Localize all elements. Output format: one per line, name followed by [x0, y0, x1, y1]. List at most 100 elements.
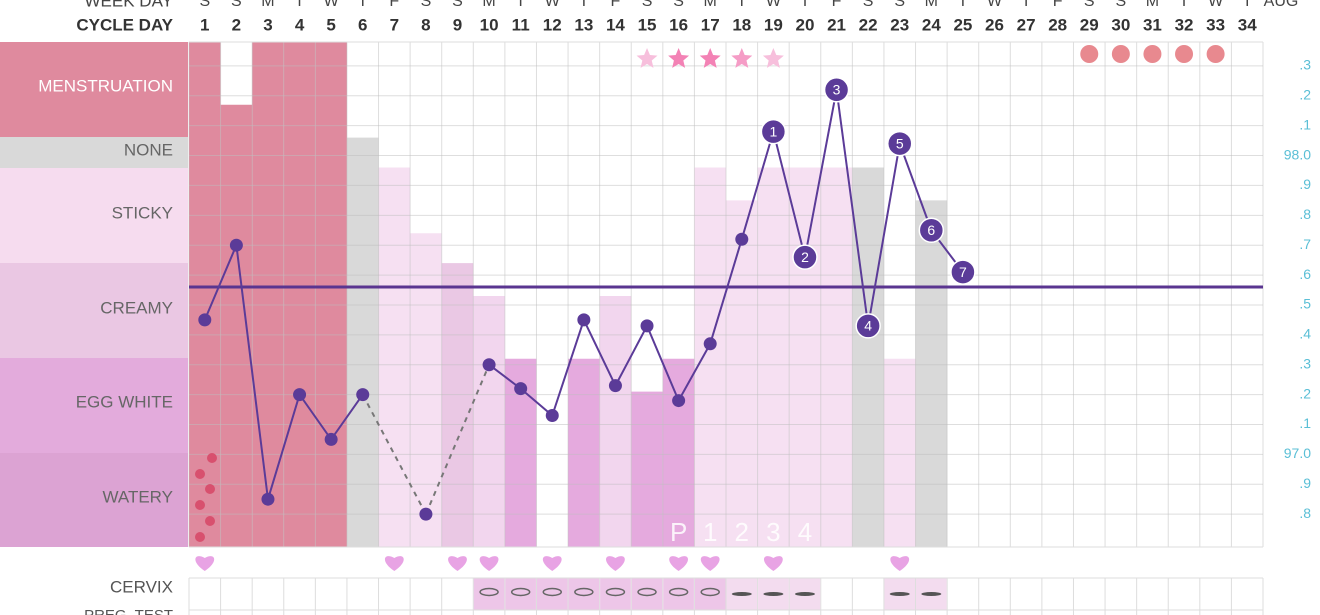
- cycle-day: 10: [480, 15, 499, 34]
- y-tick-label: .3: [1299, 355, 1311, 371]
- intercourse-heart: [669, 556, 689, 571]
- fluid-bar: [757, 167, 790, 547]
- symptom-star: [636, 48, 658, 68]
- cycle-day: 17: [701, 15, 720, 34]
- fluid-bar: [852, 167, 884, 547]
- symptom-circle: [1175, 45, 1194, 63]
- cycle-day: 2: [232, 15, 241, 34]
- cycle-day-label: CYCLE DAY: [76, 15, 173, 34]
- cervix-open: [700, 587, 720, 597]
- intercourse-heart: [890, 556, 910, 571]
- y-tick-label: .8: [1299, 206, 1311, 222]
- fluid-label: EGG WHITE: [76, 392, 173, 411]
- cycle-day: 21: [827, 15, 846, 34]
- temperature-point: [703, 337, 717, 351]
- week-day: M: [925, 0, 938, 10]
- week-day: M: [704, 0, 717, 10]
- temperature-point: [577, 313, 591, 327]
- symptom-circle: [1143, 45, 1162, 63]
- fluid-bar: [820, 167, 853, 547]
- temperature-point: [356, 388, 370, 402]
- fluid-bar: [441, 263, 474, 547]
- temperature-point: [672, 394, 686, 408]
- spotting-dot: [195, 532, 205, 542]
- y-tick-label: .9: [1299, 176, 1311, 192]
- temperature-point: [545, 409, 559, 423]
- cycle-day: 29: [1080, 15, 1099, 34]
- cycle-day: 30: [1111, 15, 1130, 34]
- cycle-day: 25: [953, 15, 972, 34]
- y-tick-label: .8: [1299, 505, 1311, 521]
- cervix-open: [605, 587, 626, 597]
- week-day: S: [642, 0, 653, 10]
- week-day: T: [579, 0, 589, 10]
- y-tick-label: .6: [1299, 266, 1311, 282]
- temperature-point: [229, 238, 243, 252]
- band-sticky: [0, 168, 188, 263]
- y-tick-label: .2: [1299, 86, 1311, 102]
- intercourse-heart: [479, 556, 499, 571]
- cycle-day: 33: [1206, 15, 1225, 34]
- fluid-bar: [315, 42, 347, 547]
- week-day: M: [261, 0, 274, 10]
- fluid-bar: [283, 42, 316, 547]
- week-day: M: [1146, 0, 1159, 10]
- cervix-closed: [794, 592, 815, 596]
- fluid-bar: [662, 358, 695, 547]
- band-creamy: [0, 263, 188, 358]
- week-day: S: [231, 0, 242, 10]
- fluid-bar: [915, 200, 948, 547]
- temperature-point: [261, 492, 275, 506]
- temperature-point: [760, 118, 787, 145]
- cervix-cell: [694, 578, 726, 610]
- y-tick-label: .5: [1299, 296, 1311, 312]
- symptom-circle: [1206, 45, 1225, 63]
- week-day: T: [958, 0, 968, 10]
- band-watery: [0, 453, 188, 547]
- temperature-point: [823, 77, 850, 103]
- temperature-point: [608, 379, 622, 393]
- week-day: F: [1053, 0, 1063, 10]
- week-day: T: [1242, 0, 1252, 10]
- week-day: T: [295, 0, 305, 10]
- temperature-point: [792, 244, 818, 270]
- cycle-day: 34: [1238, 15, 1257, 34]
- fluid-bar: [220, 104, 253, 548]
- point-label: 5: [896, 135, 904, 151]
- preg-test-label: PREG. TEST: [84, 607, 173, 615]
- fluid-bar: [599, 295, 632, 547]
- y-tick-label: .4: [1299, 326, 1311, 342]
- cervix-cell: [600, 578, 631, 610]
- temperature-point: [918, 217, 945, 244]
- cervix-open: [479, 587, 499, 597]
- fluid-bar: [346, 137, 379, 547]
- cycle-day: 11: [512, 15, 530, 34]
- temperature-gap-line: [361, 394, 427, 515]
- cycle-day: 18: [732, 15, 751, 34]
- cycle-day: 15: [638, 15, 657, 34]
- intercourse-heart: [606, 556, 625, 571]
- spotting-dot: [205, 484, 215, 494]
- cervix-closed: [763, 592, 784, 596]
- fluid-bar: [473, 295, 505, 547]
- fluid-bar: [694, 167, 726, 547]
- symptom-star: [731, 48, 753, 68]
- temperature-point: [514, 382, 528, 396]
- symptom-circle: [1080, 45, 1099, 63]
- symptom-circle: [1111, 45, 1130, 63]
- week-day: S: [1084, 0, 1095, 10]
- temperature-point: [293, 388, 307, 402]
- cycle-day: 26: [985, 15, 1004, 34]
- cervix-cell: [505, 578, 536, 610]
- symptom-star: [762, 48, 784, 68]
- cycle-day: 3: [263, 15, 272, 34]
- temperature-point: [735, 232, 749, 246]
- cycle-day: 22: [859, 15, 878, 34]
- fluid-label: MENSTRUATION: [38, 76, 173, 95]
- intercourse-heart: [448, 556, 467, 571]
- cervix-open: [542, 587, 563, 597]
- fluid-bar: [378, 167, 411, 547]
- week-day: S: [452, 0, 463, 10]
- fluid-bar: [883, 358, 916, 547]
